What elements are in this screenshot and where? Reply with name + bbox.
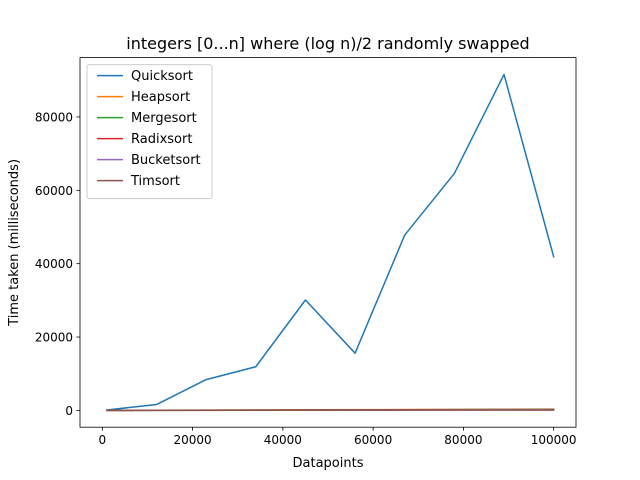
series-layer bbox=[106, 73, 555, 412]
legend-label-timsort: Timsort bbox=[130, 174, 180, 189]
legend-box bbox=[86, 64, 213, 200]
y-tick-label: 60000 bbox=[35, 184, 73, 198]
y-axis-ticks: 0 20000 40000 60000 80000 bbox=[35, 110, 80, 418]
x-tick-label: 60000 bbox=[354, 433, 392, 447]
legend-label-bucketsort: Bucketsort bbox=[131, 153, 201, 168]
x-tick-label: 0 bbox=[99, 433, 107, 447]
x-axis-label: Datapoints bbox=[293, 456, 364, 471]
legend-label-heapsort: Heapsort bbox=[131, 90, 190, 105]
x-tick-label: 40000 bbox=[264, 433, 302, 447]
legend-label-mergesort: Mergesort bbox=[131, 111, 197, 126]
legend-label-quicksort: Quicksort bbox=[131, 69, 193, 84]
y-axis-label: Time taken (milliseconds) bbox=[7, 159, 22, 327]
y-tick-label: 20000 bbox=[35, 331, 73, 345]
y-tick-label: 40000 bbox=[35, 257, 73, 271]
x-tick-label: 20000 bbox=[174, 433, 212, 447]
y-tick-label: 80000 bbox=[35, 110, 73, 124]
x-axis-ticks: 0 20000 40000 60000 80000 100000 bbox=[99, 427, 577, 447]
chart-title: integers [0...n] where (log n)/2 randoml… bbox=[126, 34, 529, 53]
legend-label-radixsort: Radixsort bbox=[131, 132, 192, 147]
x-tick-label: 80000 bbox=[444, 433, 482, 447]
plot-frame bbox=[79, 57, 577, 428]
y-tick-label: 0 bbox=[65, 404, 73, 418]
series-line-quicksort bbox=[106, 73, 555, 411]
x-tick-label: 100000 bbox=[531, 433, 577, 447]
legend: Quicksort Heapsort Mergesort Radixsort Bucke… bbox=[86, 64, 213, 200]
